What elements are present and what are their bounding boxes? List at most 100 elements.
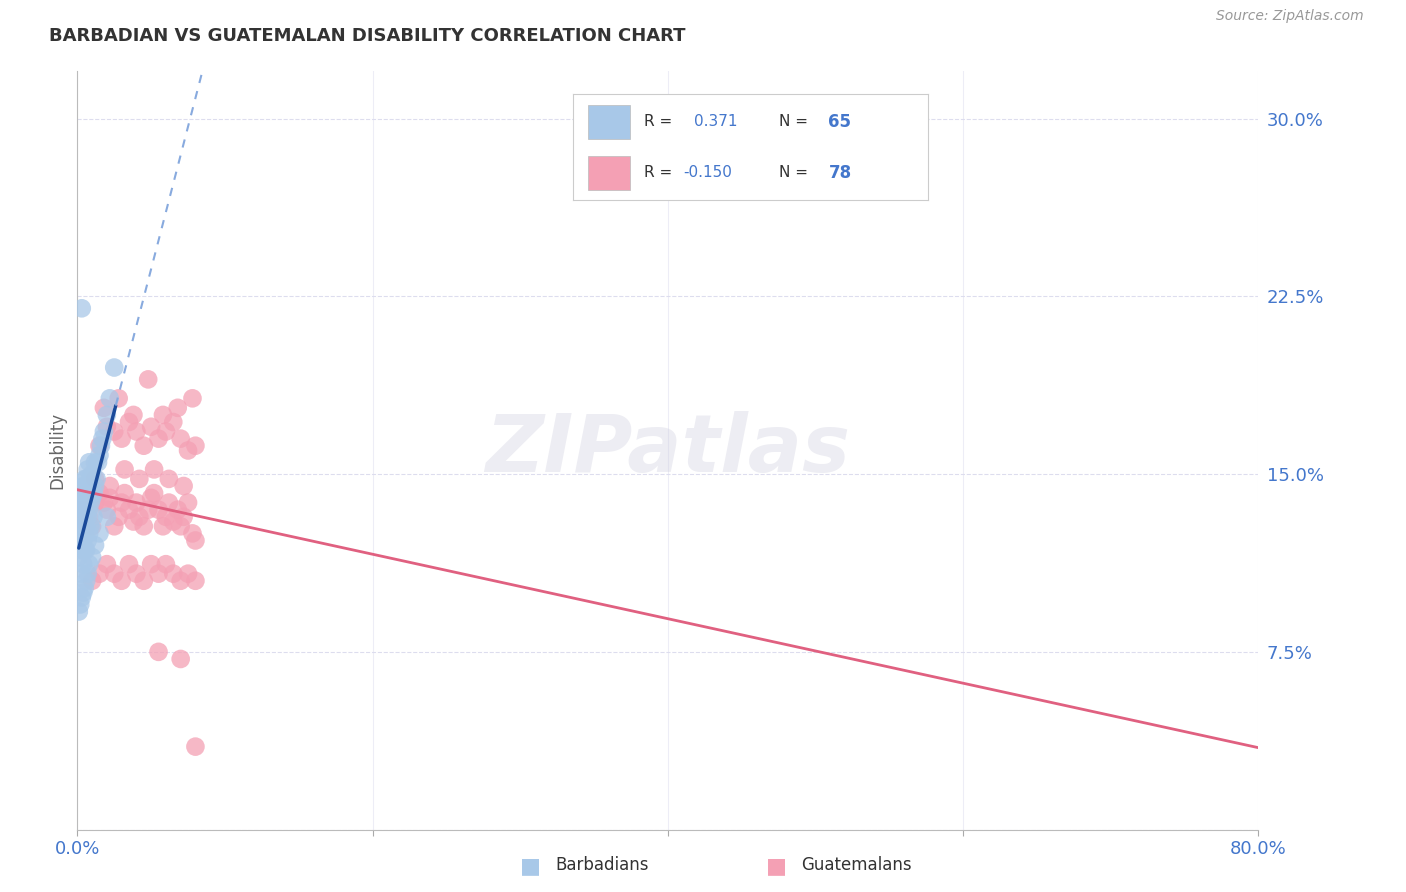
Point [70,519,93,533]
Point [84,538,107,552]
Point [170,574,193,588]
Point [73,526,96,541]
Point [125,495,148,509]
Point [67,526,90,541]
Point [76,462,98,476]
Point [152,519,174,533]
Text: Source: ZipAtlas.com: Source: ZipAtlas.com [1216,9,1364,23]
Point [77,509,100,524]
Point [157,472,180,486]
Y-axis label: Disability: Disability [48,412,66,489]
Point [103,360,125,375]
Point [76,566,98,581]
Point [128,472,150,486]
Point [143,486,166,500]
Point [118,415,141,429]
Point [96,509,118,524]
Point [72,502,94,516]
Point [89,448,111,462]
Point [155,425,177,439]
Point [141,419,163,434]
Point [141,557,163,572]
Point [72,509,94,524]
Point [89,526,111,541]
Point [73,472,96,486]
Point [152,408,174,422]
Point [111,495,132,509]
Point [93,425,115,439]
Text: ■: ■ [520,856,541,876]
Point [84,479,107,493]
Point [76,486,98,500]
Point [67,605,90,619]
Point [76,509,98,524]
Text: ■: ■ [766,856,787,876]
Point [143,462,166,476]
Point [82,550,104,565]
Point [148,432,170,446]
Point [96,502,118,516]
Point [72,585,94,599]
Point [90,439,112,453]
Point [84,472,107,486]
Point [177,566,200,581]
Point [77,557,100,572]
Point [114,486,136,500]
Point [107,392,129,406]
Point [89,439,111,453]
Point [136,502,159,516]
Point [155,557,177,572]
Point [184,574,207,588]
Point [73,519,96,533]
Point [103,566,125,581]
Point [69,538,91,552]
Point [69,491,91,505]
Point [98,491,121,505]
Point [98,479,121,493]
Point [87,455,110,469]
Point [89,486,111,500]
Point [166,502,188,516]
Text: Barbadians: Barbadians [555,856,650,874]
Point [75,472,97,486]
Point [141,491,163,505]
Point [103,519,125,533]
Point [177,443,200,458]
Point [69,515,91,529]
Point [91,432,114,446]
Point [170,519,193,533]
Point [72,533,94,548]
Point [111,432,132,446]
Point [118,557,141,572]
Text: Guatemalans: Guatemalans [801,856,912,874]
Point [132,519,155,533]
Point [70,502,93,516]
Point [173,479,195,493]
Point [148,645,170,659]
Point [75,519,97,533]
Point [82,574,104,588]
Point [83,486,105,500]
Point [162,515,184,529]
Point [96,557,118,572]
Point [67,550,90,565]
Point [103,425,125,439]
Point [111,574,132,588]
Point [155,509,177,524]
Point [162,566,184,581]
Point [73,495,96,509]
Point [148,502,170,516]
Point [82,491,104,505]
Point [70,566,93,581]
Text: BARBADIAN VS GUATEMALAN DISABILITY CORRELATION CHART: BARBADIAN VS GUATEMALAN DISABILITY CORRE… [49,27,686,45]
Point [73,515,96,529]
Point [69,598,91,612]
Point [73,502,96,516]
Point [72,557,94,572]
Point [125,566,148,581]
Point [107,509,129,524]
Point [125,425,148,439]
Point [77,526,100,541]
Point [170,652,193,666]
Point [170,432,193,446]
